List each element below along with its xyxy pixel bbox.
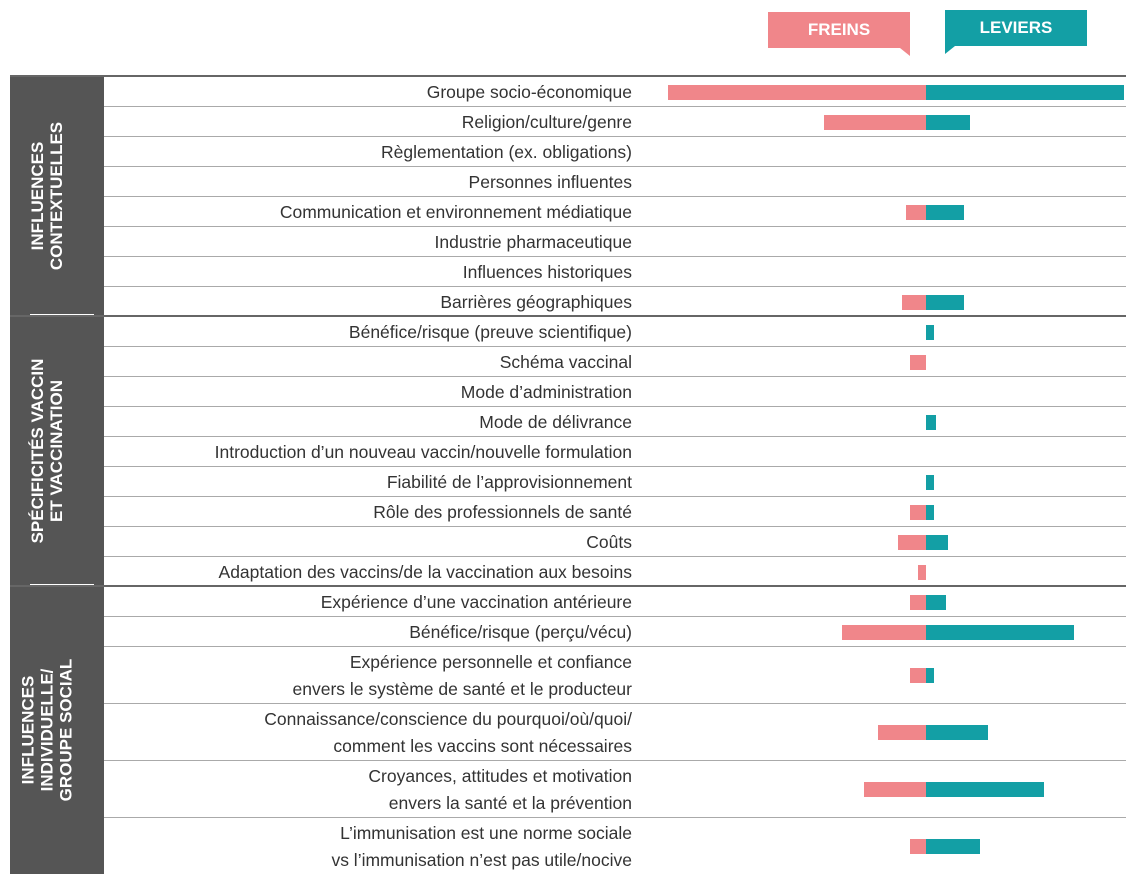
row-line bbox=[10, 585, 1126, 587]
category-label: Croyances, attitudes et motivation enver… bbox=[368, 765, 632, 813]
row-line bbox=[104, 136, 1126, 137]
group-band bbox=[10, 315, 104, 586]
bar-leviers bbox=[926, 294, 964, 310]
legend-tail bbox=[945, 46, 955, 54]
bar-leviers bbox=[926, 504, 934, 520]
row-line bbox=[104, 760, 1126, 761]
row-line bbox=[104, 346, 1126, 347]
bar-freins bbox=[842, 624, 926, 640]
category-label: Rôle des professionnels de santé bbox=[373, 501, 632, 522]
row-line bbox=[104, 436, 1126, 437]
bar-leviers bbox=[926, 204, 964, 220]
row-line bbox=[104, 817, 1126, 818]
bar-freins bbox=[910, 594, 926, 610]
category-label: Adaptation des vaccins/de la vaccination… bbox=[218, 561, 632, 582]
category-label: Règlementation (ex. obligations) bbox=[381, 141, 632, 162]
bar-leviers bbox=[926, 414, 936, 430]
category-label: Fiabilité de l’approvisionnement bbox=[386, 471, 632, 492]
bar-leviers bbox=[926, 725, 988, 740]
bar-leviers bbox=[926, 84, 1124, 100]
category-label: L’immunisation est une norme sociale vs … bbox=[331, 822, 632, 870]
group-band bbox=[10, 76, 104, 316]
row-line bbox=[104, 703, 1126, 704]
bar-leviers bbox=[926, 114, 970, 130]
row-line bbox=[104, 526, 1126, 527]
bar-leviers bbox=[926, 594, 946, 610]
bar-freins bbox=[668, 84, 926, 100]
category-label: Influences historiques bbox=[462, 261, 632, 282]
bar-freins bbox=[910, 354, 926, 370]
bar-freins bbox=[910, 839, 926, 854]
bar-leviers bbox=[926, 782, 1044, 797]
category-label: Connaissance/conscience du pourquoi/où/q… bbox=[264, 708, 632, 756]
category-label: Mode de délivrance bbox=[479, 411, 632, 432]
bar-leviers bbox=[926, 474, 934, 490]
row-line bbox=[104, 196, 1126, 197]
bar-leviers bbox=[926, 324, 934, 340]
bar-leviers bbox=[926, 624, 1074, 640]
legend-leviers: LEVIERS bbox=[945, 10, 1087, 54]
row-line bbox=[104, 286, 1126, 287]
bar-leviers bbox=[926, 839, 980, 854]
row-line bbox=[104, 166, 1126, 167]
bar-freins bbox=[824, 114, 926, 130]
row-line bbox=[10, 75, 1126, 77]
category-label: Groupe socio-économique bbox=[426, 81, 632, 102]
row-line bbox=[104, 376, 1126, 377]
group-label: INFLUENCES INDIVIDUELLE/ GROUPE SOCIAL bbox=[18, 658, 76, 801]
category-label: Schéma vaccinal bbox=[499, 351, 632, 372]
category-label: Bénéfice/risque (preuve scientifique) bbox=[348, 321, 632, 342]
bar-leviers bbox=[926, 668, 934, 683]
category-label: Expérience personnelle et confiance enve… bbox=[292, 651, 633, 699]
row-line bbox=[104, 556, 1126, 557]
row-line bbox=[10, 315, 1126, 317]
legend-tail bbox=[900, 48, 910, 56]
category-label: Communication et environnement médiatiqu… bbox=[279, 201, 632, 222]
category-label: Personnes influentes bbox=[468, 171, 632, 192]
category-label: Barrières géographiques bbox=[440, 291, 632, 312]
category-label: Mode d’administration bbox=[460, 381, 632, 402]
bar-freins bbox=[898, 534, 926, 550]
row-line bbox=[104, 646, 1126, 647]
bar-freins bbox=[878, 725, 926, 740]
category-label: Religion/culture/genre bbox=[461, 111, 632, 132]
bar-freins bbox=[906, 204, 926, 220]
category-label: Coûts bbox=[586, 531, 632, 552]
row-line bbox=[104, 406, 1126, 407]
bar-leviers bbox=[926, 534, 948, 550]
bar-freins bbox=[910, 668, 926, 683]
row-line bbox=[104, 256, 1126, 257]
legend-freins: FREINS bbox=[768, 12, 910, 56]
category-label: Industrie pharmaceutique bbox=[434, 231, 632, 252]
row-line bbox=[104, 616, 1126, 617]
group-band bbox=[10, 585, 104, 874]
bar-freins bbox=[910, 504, 926, 520]
category-label: Expérience d’une vaccination antérieure bbox=[320, 591, 632, 612]
group-label: SPÉCIFICITÉS VACCIN ET VACCINATION bbox=[28, 358, 66, 543]
row-line bbox=[104, 106, 1126, 107]
category-label: Bénéfice/risque (perçu/vécu) bbox=[409, 621, 632, 642]
row-line bbox=[104, 466, 1126, 467]
row-line bbox=[104, 226, 1126, 227]
bar-freins bbox=[902, 294, 926, 310]
bar-freins bbox=[918, 564, 926, 580]
group-label: INFLUENCES CONTEXTUELLES bbox=[28, 121, 66, 271]
bar-freins bbox=[864, 782, 926, 797]
category-label: Introduction d’un nouveau vaccin/nouvell… bbox=[214, 441, 632, 462]
row-line bbox=[104, 496, 1126, 497]
